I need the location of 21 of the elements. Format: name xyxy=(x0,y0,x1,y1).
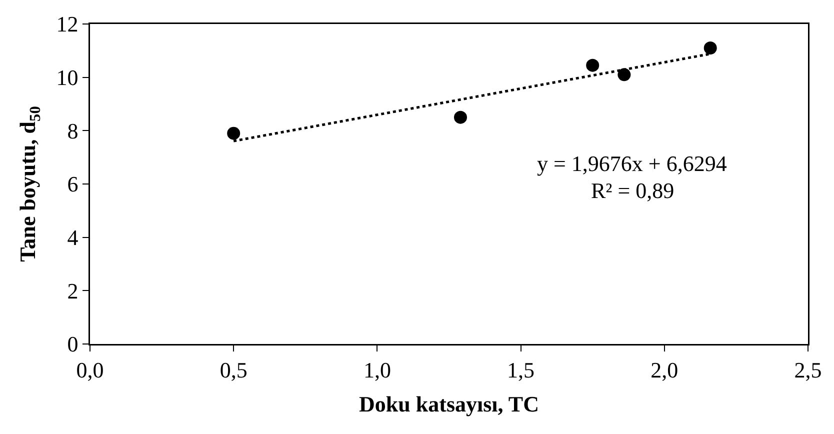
annotation: y = 1,9676x + 6,6294 xyxy=(537,151,727,176)
x-tick-label: 2,0 xyxy=(650,358,678,383)
point xyxy=(227,126,240,140)
y-tick-label: 4 xyxy=(67,225,78,250)
point xyxy=(704,42,717,54)
point xyxy=(454,110,467,124)
x-tick-label: 1,0 xyxy=(363,358,391,383)
y-tick-label: 6 xyxy=(67,172,78,197)
y-tick-label: 2 xyxy=(67,278,78,304)
annotation: R² = 0,89 xyxy=(591,178,674,203)
x-tick-label: 2,5 xyxy=(794,358,822,383)
y-tick-label: 12 xyxy=(56,12,78,37)
x-tick-label: 0,5 xyxy=(220,358,248,383)
y-tick-label: 0 xyxy=(67,332,78,357)
x-axis-title: Doku katsayısı, TC xyxy=(359,391,539,416)
point xyxy=(586,58,600,72)
x-tick-label: 1,5 xyxy=(507,358,535,383)
x-tick-label: 0,0 xyxy=(76,358,104,383)
y-tick-label: 8 xyxy=(67,118,78,144)
y-tick-label: 10 xyxy=(56,65,78,90)
point xyxy=(618,68,631,82)
